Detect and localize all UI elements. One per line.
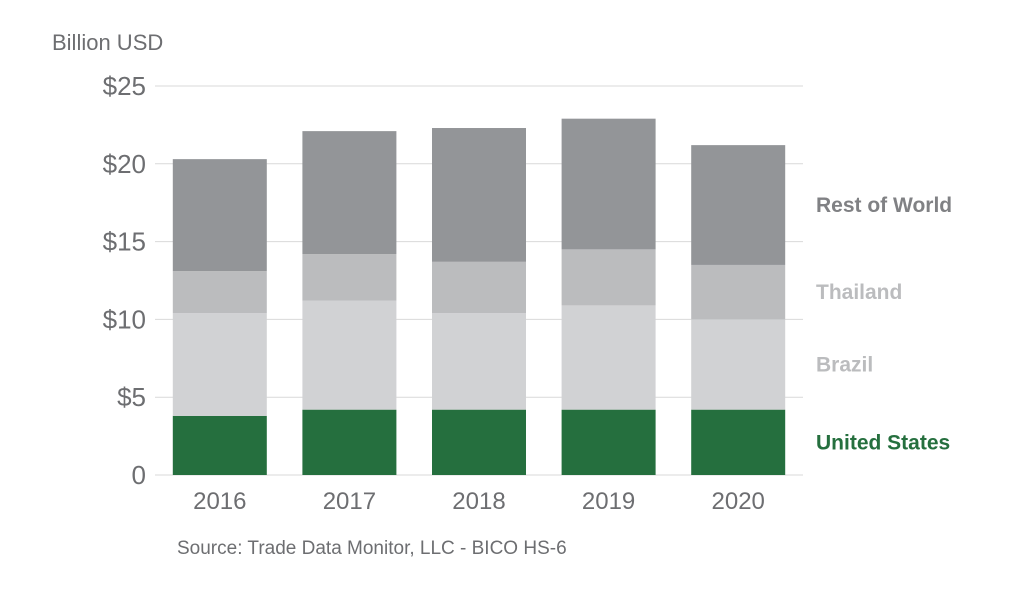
y-tick-label: $25 (103, 71, 146, 101)
bar-segment (172, 313, 267, 416)
bar-segment (432, 128, 526, 262)
bar-segment (561, 118, 656, 250)
legend-label: Rest of World (816, 194, 952, 217)
bar-segment (691, 145, 786, 265)
bar-segment (691, 319, 786, 410)
y-tick-label: $10 (103, 304, 146, 334)
x-tick-label: 2019 (582, 488, 635, 515)
y-tick-labels: 0 $5 $10 $15 $20 $25 (103, 71, 146, 490)
bar-segment (432, 313, 526, 410)
x-tick-label: 2016 (193, 488, 246, 515)
bar-segment (561, 249, 656, 306)
x-tick-labels: 2016 2017 2018 2019 2020 (193, 488, 765, 515)
bar-segment (561, 409, 656, 475)
legend-label: Brazil (816, 354, 873, 377)
bar-segment (432, 409, 526, 475)
bar-segment (432, 261, 526, 314)
y-tick-label: 0 (132, 460, 146, 490)
bar-segment (561, 305, 656, 410)
y-axis-label: Billion USD (52, 30, 163, 55)
x-tick-label: 2018 (452, 488, 505, 515)
bars (172, 118, 786, 475)
bar-segment (172, 159, 267, 272)
source-note: Source: Trade Data Monitor, LLC - BICO H… (177, 538, 567, 559)
bar-segment (691, 264, 786, 320)
legend-label: Thailand (816, 281, 902, 304)
legend-label: United States (816, 431, 950, 454)
bar-segment (172, 415, 267, 475)
y-tick-label: $20 (103, 149, 146, 179)
x-tick-label: 2020 (712, 488, 765, 515)
legend: United States Brazil Thailand Rest of World (816, 194, 952, 454)
y-tick-label: $15 (103, 227, 146, 257)
bar-segment (302, 409, 397, 475)
bar-segment (302, 131, 397, 255)
bar-segment (302, 300, 397, 410)
bar-segment (302, 254, 397, 301)
y-tick-label: $5 (117, 382, 146, 412)
x-tick-label: 2017 (323, 488, 376, 515)
bar-segment (691, 409, 786, 475)
bar-segment (172, 271, 267, 314)
